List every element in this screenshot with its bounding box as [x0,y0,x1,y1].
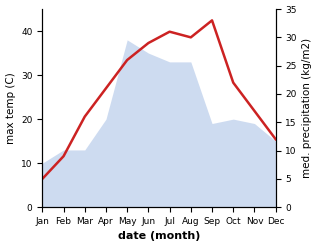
Y-axis label: max temp (C): max temp (C) [5,72,16,144]
Y-axis label: med. precipitation (kg/m2): med. precipitation (kg/m2) [302,38,313,178]
X-axis label: date (month): date (month) [118,231,200,242]
